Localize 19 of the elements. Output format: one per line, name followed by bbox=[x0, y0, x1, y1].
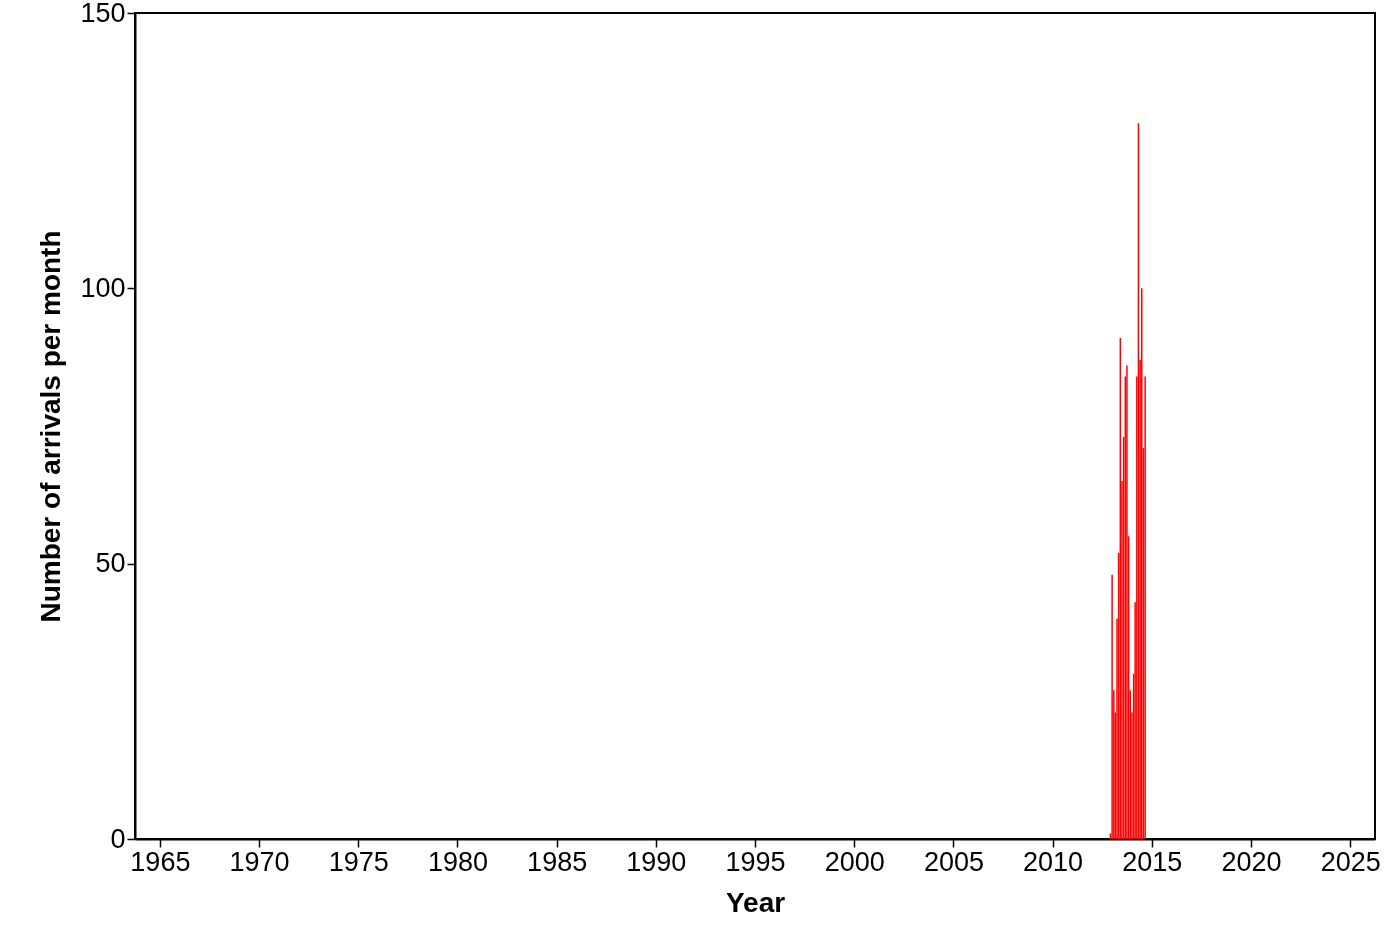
x-tick-label: 1995 bbox=[725, 846, 786, 877]
x-tick-label: 1980 bbox=[427, 846, 488, 877]
x-tick-label: 2020 bbox=[1221, 846, 1282, 877]
x-axis-title: Year bbox=[725, 886, 786, 918]
x-tick-label: 2000 bbox=[824, 846, 885, 877]
x-tick-label: 1975 bbox=[328, 846, 389, 877]
y-tick-label: 50 bbox=[95, 548, 126, 579]
x-tick-label: 1985 bbox=[527, 846, 588, 877]
x-tick-label: 1990 bbox=[626, 846, 687, 877]
x-tick-label: 2025 bbox=[1320, 846, 1381, 877]
y-tick-label: 100 bbox=[80, 272, 126, 303]
x-tick-label: 2005 bbox=[923, 846, 984, 877]
x-tick-label: 2010 bbox=[1023, 846, 1084, 877]
y-tick-label: 0 bbox=[110, 823, 126, 854]
x-tick-label: 1970 bbox=[229, 846, 290, 877]
x-tick-label: 2015 bbox=[1122, 846, 1183, 877]
x-tick-label: 1965 bbox=[130, 846, 191, 877]
y-axis-title: Number of arrivals per month bbox=[35, 230, 67, 623]
y-tick-label: 150 bbox=[80, 0, 126, 28]
